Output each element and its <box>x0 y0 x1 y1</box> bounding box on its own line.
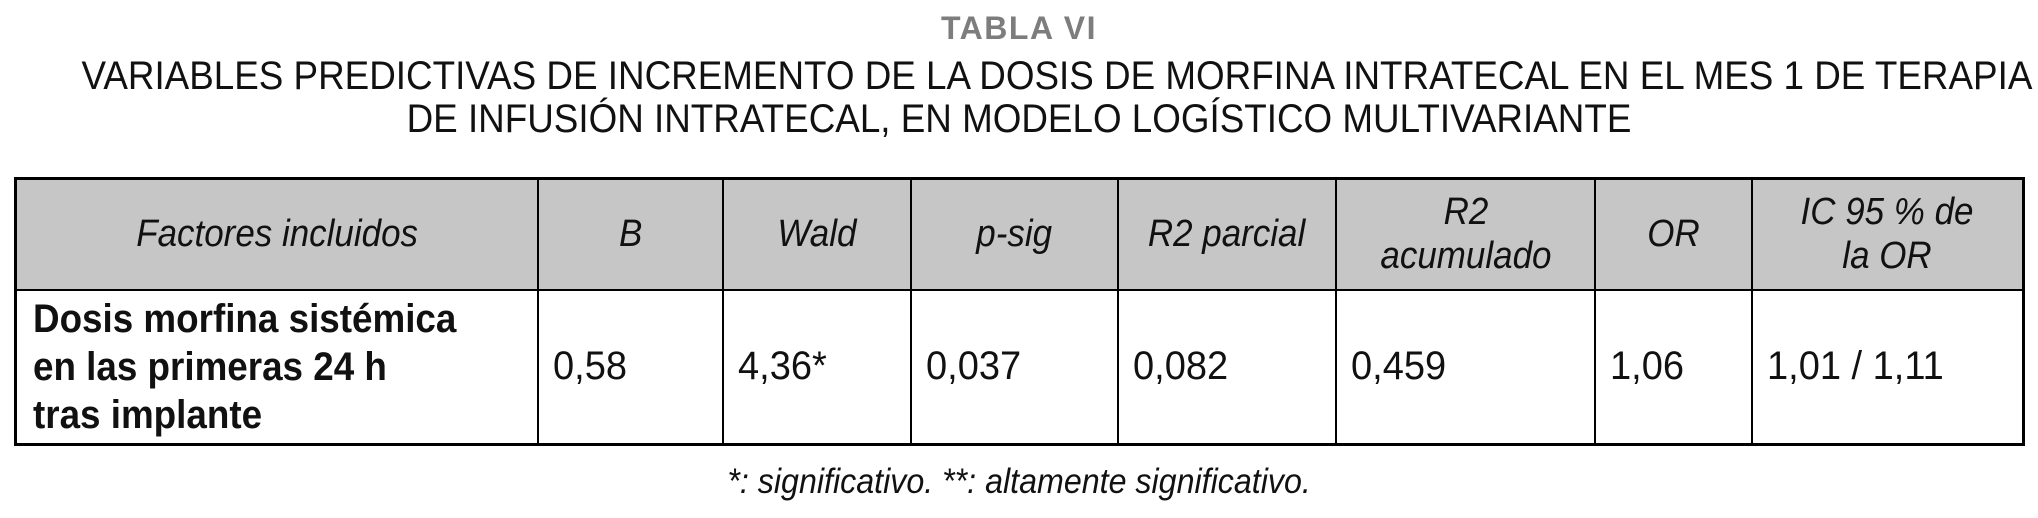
subtitle-line-1: VARIABLES PREDICTIVAS DE INCREMENTO DE L… <box>81 54 2033 98</box>
cell-b-value: 0,58 <box>537 288 724 446</box>
header-label: IC 95 % de la OR <box>1800 191 1974 278</box>
subtitle-line-2: DE INFUSIÓN INTRATECAL, EN MODELO LOGÍST… <box>406 97 1632 141</box>
table-number-title: TABLA VI <box>941 10 1097 46</box>
cell-wald-value: 4,36* <box>722 288 912 446</box>
col-header-ic95: IC 95 % de la OR <box>1751 177 2024 291</box>
p-sig-value: 0,037 <box>926 344 1022 389</box>
cell-or-value: 1,06 <box>1594 288 1753 446</box>
col-header-b: B <box>537 177 724 291</box>
or-value: 1,06 <box>1610 344 1684 389</box>
col-header-r2-acumulado: R2 acumulado <box>1335 177 1596 291</box>
header-label: R2 parcial <box>1148 213 1306 256</box>
cell-ic95-value: 1,01 / 1,11 <box>1751 288 2024 446</box>
cell-factor: Dosis morfina sistémica en las primeras … <box>14 288 539 446</box>
table-row: Dosis morfina sistémica en las primeras … <box>14 288 2024 446</box>
ic95-value: 1,01 / 1,11 <box>1767 344 1944 389</box>
b-value: 0,58 <box>553 344 627 389</box>
table-footnote: *: significativo. **: altamente signific… <box>0 462 2038 502</box>
cell-r2-acumulado-value: 0,459 <box>1335 288 1596 446</box>
r2-parcial-value: 0,082 <box>1133 344 1229 389</box>
col-header-wald: Wald <box>722 177 912 291</box>
header-label: Wald <box>777 213 857 256</box>
wald-value: 4,36* <box>738 344 827 389</box>
header-label: B <box>618 213 643 256</box>
factor-label: Dosis morfina sistémica en las primeras … <box>32 296 456 437</box>
col-header-r2-parcial: R2 parcial <box>1117 177 1337 291</box>
header-label: Factores incluidos <box>135 213 418 256</box>
results-table: Factores incluidos B Wald p-sig R2 parci… <box>13 177 2025 446</box>
col-header-factores-incluidos: Factores incluidos <box>14 177 539 291</box>
table-subtitle: VARIABLES PREDICTIVAS DE INCREMENTO DE L… <box>0 55 2038 141</box>
header-row: Factores incluidos B Wald p-sig R2 parci… <box>14 177 2024 291</box>
col-header-or: OR <box>1594 177 1753 291</box>
header-label: p-sig <box>976 213 1053 256</box>
header-label: OR <box>1647 213 1700 256</box>
cell-r2-parcial-value: 0,082 <box>1117 288 1337 446</box>
r2-acumulado-value: 0,459 <box>1351 344 1447 389</box>
footnote-text: *: significativo. **: altamente signific… <box>727 462 1311 501</box>
header-label: R2 acumulado <box>1379 191 1552 278</box>
col-header-p-sig: p-sig <box>910 177 1119 291</box>
cell-p-sig-value: 0,037 <box>910 288 1119 446</box>
